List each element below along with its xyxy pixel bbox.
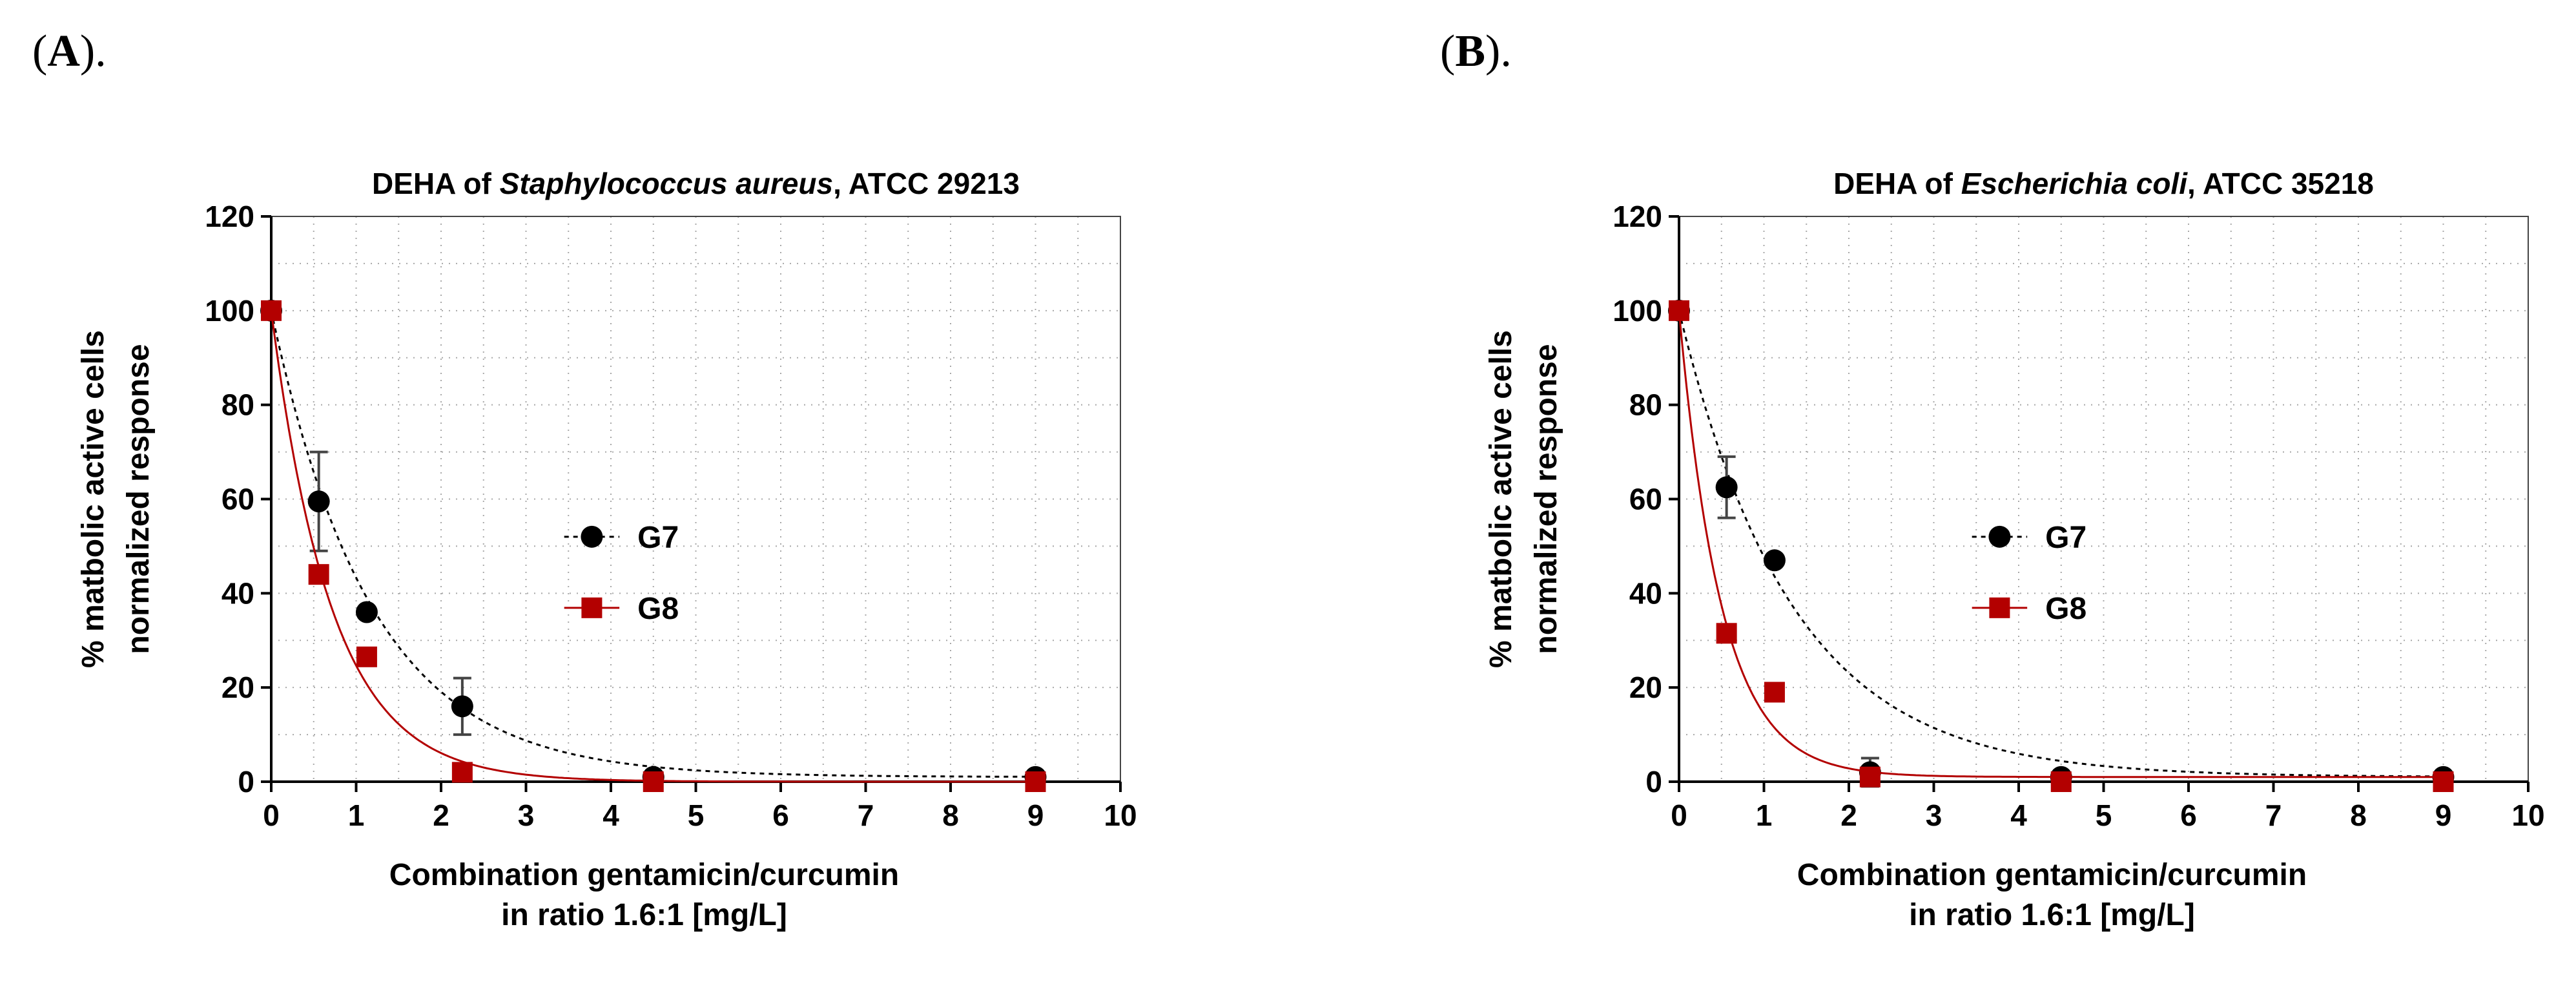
x-axis-label-line1: Combination gentamicin/curcumin (1797, 858, 2307, 892)
y-tick-label: 100 (1613, 294, 1662, 328)
x-axis-label-line2: in ratio 1.6:1 [mg/L] (501, 898, 787, 932)
chart-title: DEHA of Staphylococcus aureus, ATCC 2921… (372, 167, 1020, 200)
x-tick-label: 2 (1840, 798, 1857, 832)
x-tick-label: 8 (2350, 798, 2367, 832)
data-point-G7 (1763, 549, 1786, 572)
chart-title-prefix: DEHA of (1833, 167, 1961, 200)
legend-marker-G8 (1989, 597, 2010, 618)
legend-label-G8: G8 (637, 592, 679, 626)
y-axis-label-line2: normalized response (1529, 344, 1563, 654)
legend-label-G8: G8 (2045, 592, 2087, 626)
y-tick-label: 120 (1613, 200, 1662, 233)
chart-title: DEHA of Escherichia coli, ATCC 35218 (1833, 167, 2374, 200)
x-tick-label: 4 (2010, 798, 2027, 832)
data-point-G8 (1764, 682, 1785, 703)
y-axis-label-line1: % matbolic active cells (1484, 330, 1518, 668)
grid (1678, 216, 2529, 782)
data-point-G8 (2433, 771, 2454, 792)
data-point-G8 (1859, 766, 1880, 788)
chart-title-organism: Staphylococcus aureus (500, 167, 833, 200)
data-point-G8 (451, 762, 473, 783)
x-tick-label: 7 (2265, 798, 2282, 832)
y-axis-label-line1: % matbolic active cells (76, 330, 110, 668)
x-tick-label: 4 (603, 798, 619, 832)
chart-title-organism: Escherichia coli (1961, 167, 2188, 200)
legend-label-G7: G7 (2045, 521, 2087, 555)
data-point-G8 (1716, 623, 1737, 644)
legend-label-G7: G7 (637, 521, 679, 555)
x-tick-label: 8 (942, 798, 959, 832)
data-point-G8 (1669, 300, 1689, 321)
y-tick-label: 20 (222, 671, 254, 704)
x-tick-label: 2 (433, 798, 449, 832)
x-tick-label: 3 (518, 798, 535, 832)
panel-label-b: (B). (1440, 26, 1512, 76)
legend: G7 G8 (564, 521, 679, 626)
series-G8 (261, 300, 1046, 792)
y-tick-label: 40 (222, 576, 254, 610)
chart-staphylococcus: DEHA of Staphylococcus aureus, ATCC 2921… (32, 129, 1253, 988)
x-tick-label: 10 (2511, 798, 2544, 832)
y-tick-label: 40 (1629, 576, 1662, 610)
legend-marker-G8 (581, 597, 603, 618)
data-point-G7 (355, 601, 378, 623)
data-point-G8 (643, 771, 664, 792)
y-tick-label: 80 (1629, 388, 1662, 422)
data-point-G7 (1715, 476, 1738, 499)
data-point-G7 (307, 490, 330, 513)
x-axis-label-line2: in ratio 1.6:1 [mg/L] (1909, 898, 2195, 932)
grid (271, 216, 1121, 782)
y-tick-label: 60 (1629, 483, 1662, 516)
plot-frame (271, 216, 1121, 782)
data-point-G7 (451, 695, 473, 718)
x-tick-label: 1 (348, 798, 365, 832)
x-tick-label: 6 (2180, 798, 2197, 832)
chart-svg-b: DEHA of Escherichia coli, ATCC 35218 0 1 2 3… (1484, 167, 2545, 932)
x-tick-label: 3 (1926, 798, 1942, 832)
y-tick-label: 100 (205, 294, 254, 328)
chart-title-strain: , ATCC 35218 (2187, 167, 2374, 200)
x-tick-label: 0 (263, 798, 280, 832)
x-tick-label: 5 (2096, 798, 2112, 832)
y-tick-label: 80 (222, 388, 254, 422)
plot-frame (1678, 216, 2529, 782)
y-axis-label-line2: normalized response (121, 344, 156, 654)
data-point-G8 (1025, 771, 1046, 792)
y-tick-label: 60 (222, 483, 254, 516)
chart-escherichia: DEHA of Escherichia coli, ATCC 35218 0 1 2 3… (1440, 129, 2576, 988)
panel-label-a: (A). (32, 26, 107, 76)
x-axis-label-line1: Combination gentamicin/curcumin (389, 858, 899, 892)
y-tick-label: 0 (238, 765, 254, 798)
data-point-G8 (2050, 771, 2072, 792)
x-tick-label: 10 (1104, 798, 1137, 832)
x-tick-label: 7 (858, 798, 874, 832)
data-point-G8 (356, 646, 377, 667)
legend-marker-G7 (1988, 525, 2011, 548)
legend-marker-G7 (581, 525, 603, 548)
series-G8 (1669, 300, 2454, 792)
y-tick-label: 0 (1645, 765, 1662, 798)
x-tick-label: 6 (772, 798, 789, 832)
y-tick-label: 20 (1629, 671, 1662, 704)
chart-svg-a: DEHA of Staphylococcus aureus, ATCC 2921… (76, 167, 1137, 932)
y-tick-label: 120 (205, 200, 254, 233)
x-tick-label: 9 (1027, 798, 1044, 832)
x-tick-label: 5 (688, 798, 705, 832)
chart-title-prefix: DEHA of (372, 167, 500, 200)
x-tick-label: 1 (1756, 798, 1773, 832)
data-point-G8 (308, 564, 329, 585)
legend: G7 G8 (1972, 521, 2087, 626)
x-tick-label: 9 (2435, 798, 2452, 832)
chart-title-strain: , ATCC 29213 (833, 167, 1020, 200)
data-point-G8 (261, 300, 282, 321)
x-tick-label: 0 (1671, 798, 1687, 832)
